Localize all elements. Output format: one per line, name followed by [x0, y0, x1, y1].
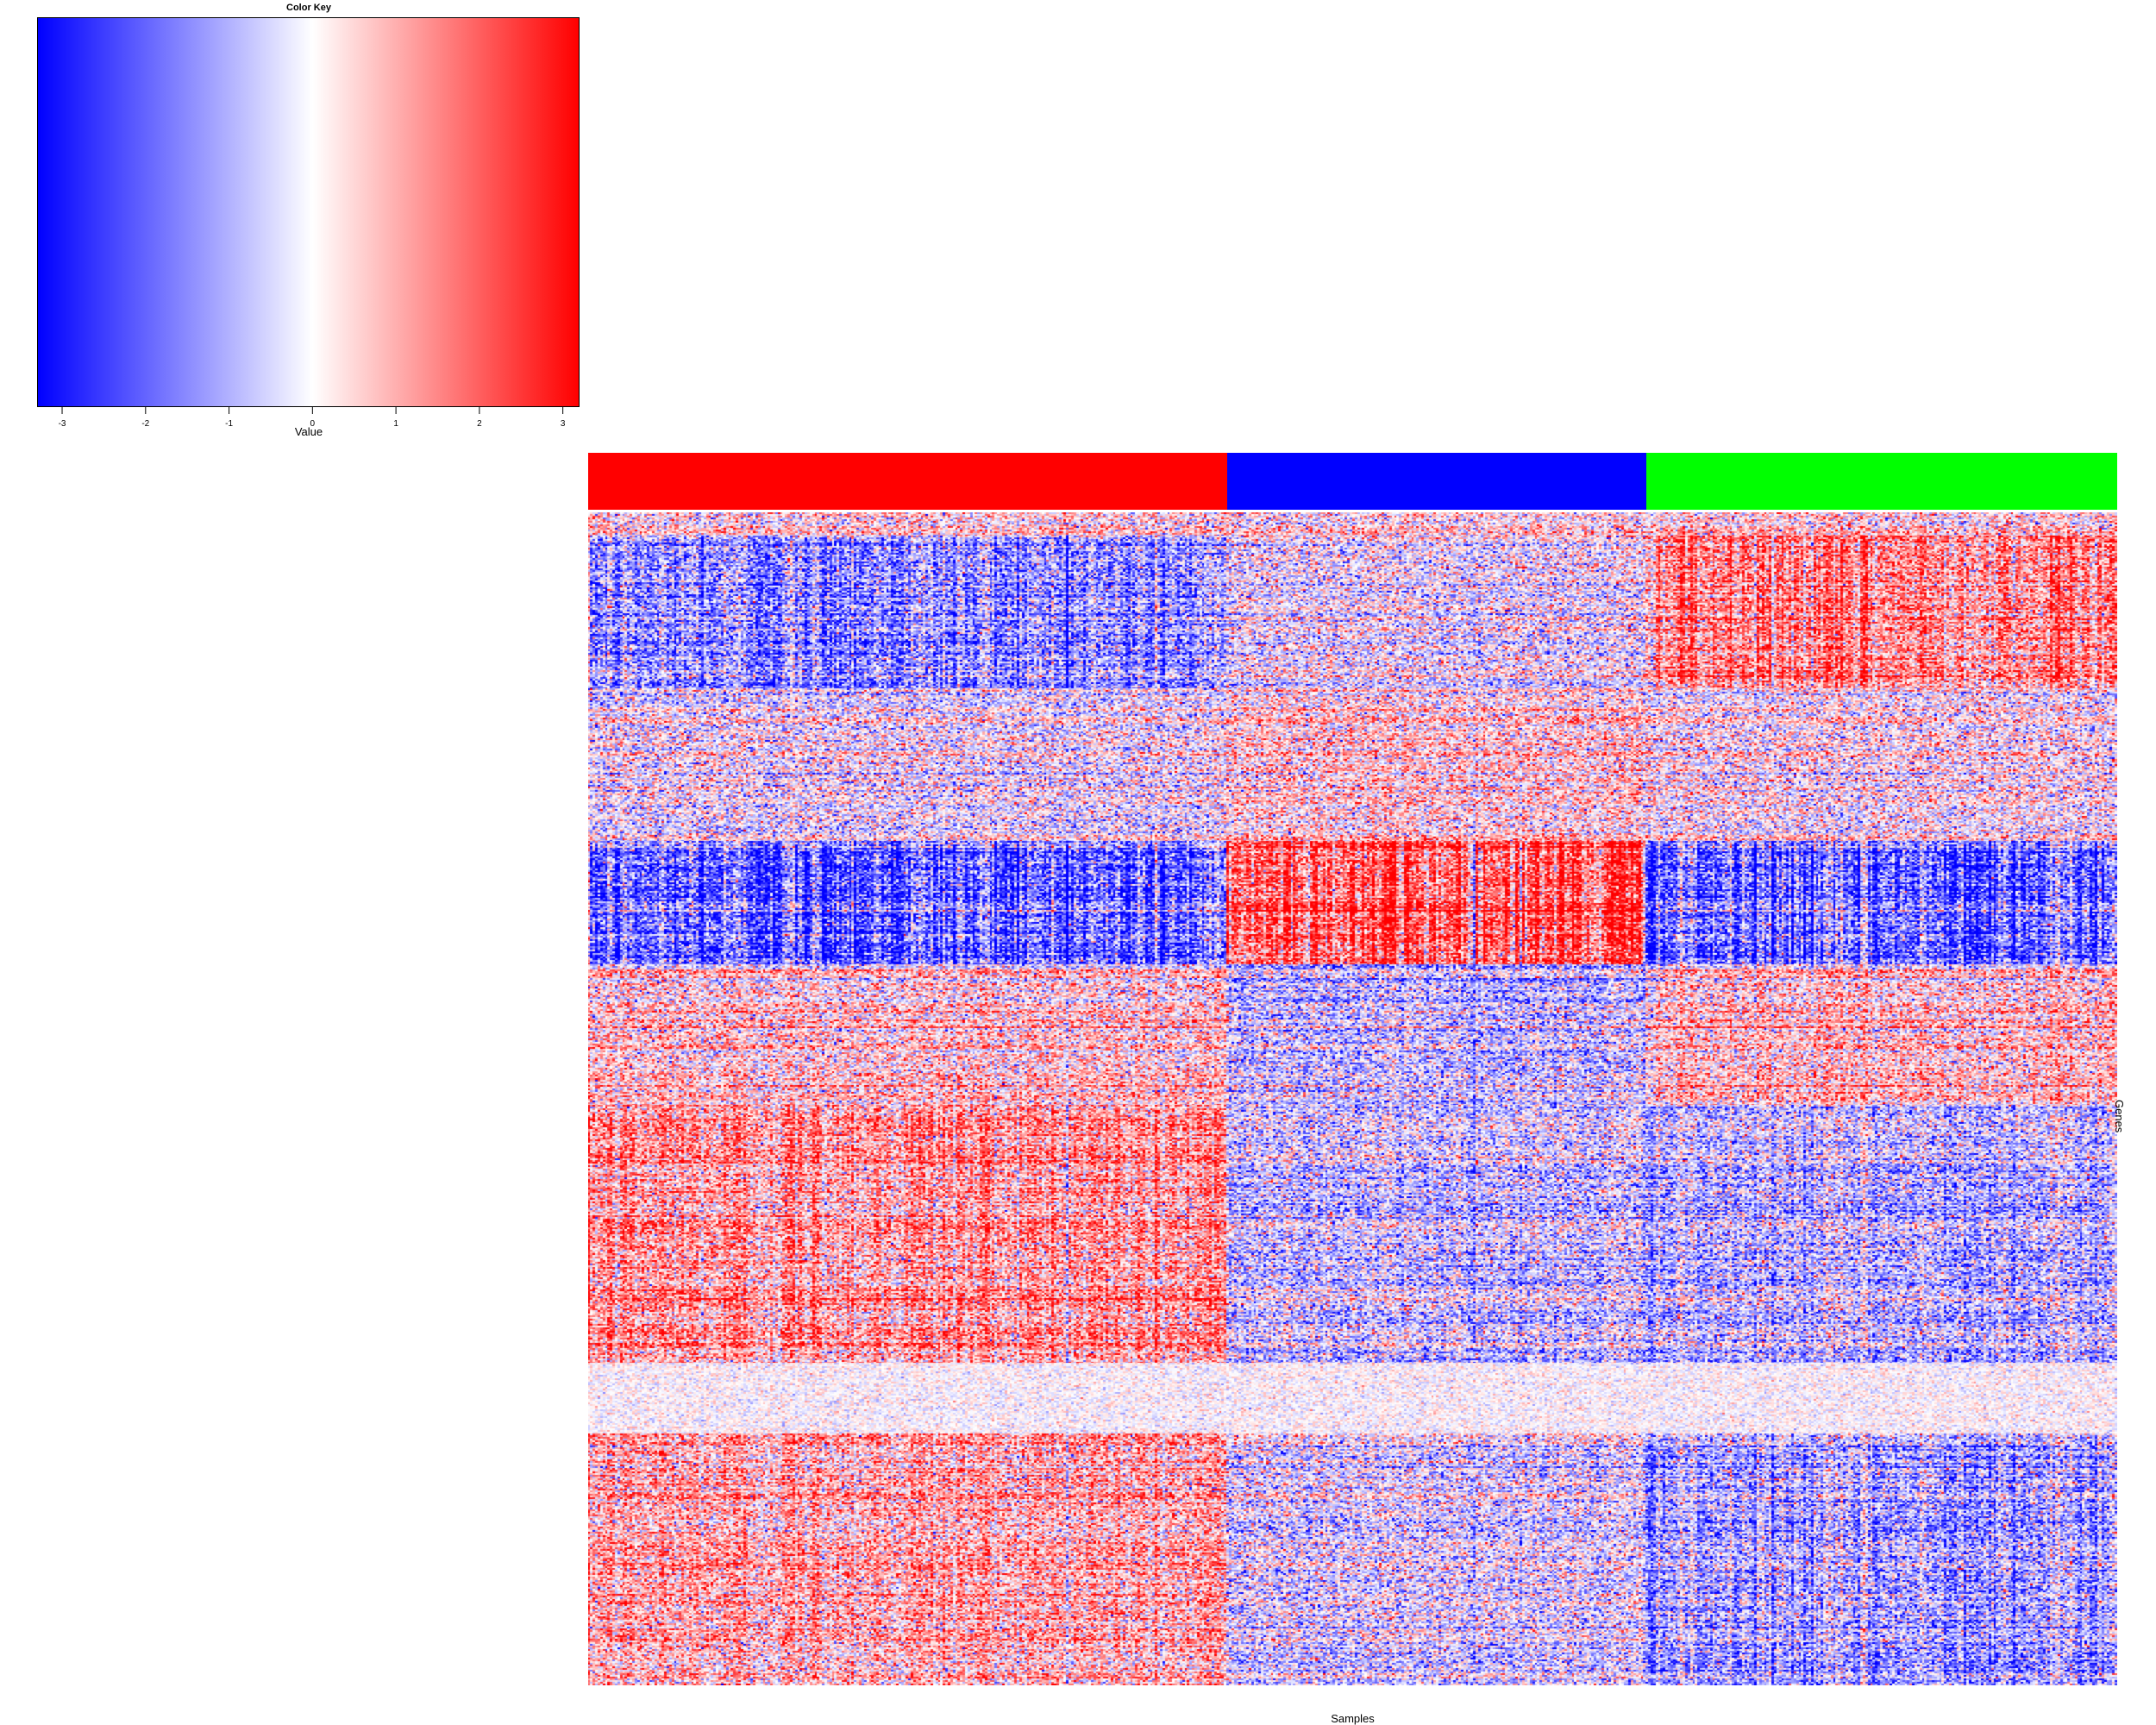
color-key-gradient — [37, 17, 580, 407]
y-axis-label: Genes — [2113, 1100, 2126, 1133]
color-key-title: Color Key — [286, 3, 331, 13]
sample-group-band-group-2 — [1227, 453, 1646, 510]
x-axis-label: Samples — [1331, 1712, 1375, 1725]
sample-group-band-group-3 — [1645, 453, 2117, 510]
color-key-xlabel: Value — [294, 425, 323, 438]
heatmap-cells — [588, 512, 2117, 1685]
sample-group-band-group-1 — [588, 453, 1228, 510]
